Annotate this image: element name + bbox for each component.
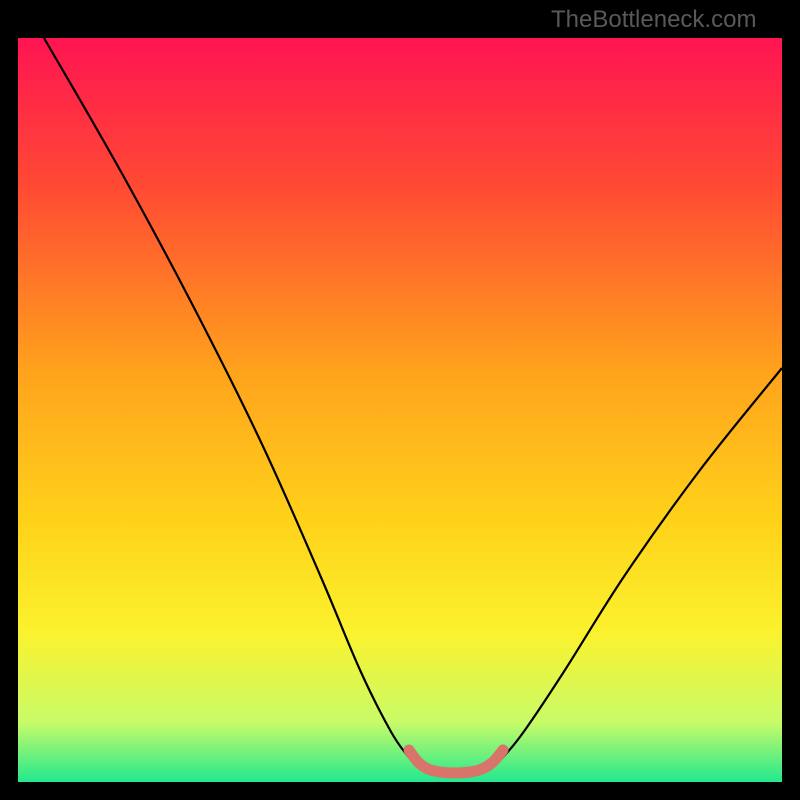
- watermark-text: TheBottleneck.com: [551, 6, 756, 34]
- frame-border-bottom: [0, 782, 800, 800]
- frame-border-right: [782, 0, 800, 800]
- chart-frame: TheBottleneck.com: [0, 0, 800, 800]
- plot-area: [18, 38, 782, 782]
- frame-border-left: [0, 0, 18, 800]
